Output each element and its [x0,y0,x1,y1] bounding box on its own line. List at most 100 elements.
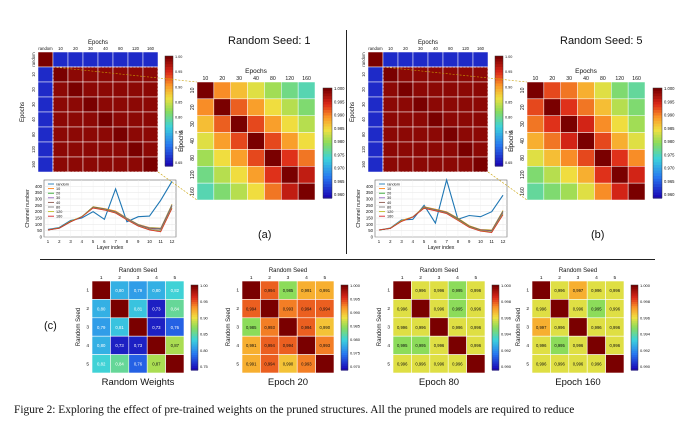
heatmap-cell-label: 0,996 [573,306,584,311]
heatmap-cell [67,51,84,68]
heatmap-caption: Random Weights [102,377,175,388]
colorbar-segment [653,121,662,125]
heatmap-cell-label: 0,994 [264,362,275,367]
colorbar-segment [492,357,499,360]
legend-label: 160 [56,215,62,219]
heatmap-cell [412,126,429,143]
heatmap-cell [128,317,148,337]
colorbar-segment [495,122,503,126]
heatmap-cell [560,182,578,201]
colorbar-segment [165,155,173,159]
colorbar-segment [341,365,348,369]
y-tick-label: 100 [366,222,374,227]
heatmap-cell [196,182,215,201]
colorbar-tick-label: 0.996 [640,315,651,320]
heatmap-cell [196,132,215,150]
colorbar-segment [191,342,198,346]
heatmap-cell-label: 0,990 [320,325,331,330]
colorbar-segment [492,329,499,333]
heatmap-cell [577,115,595,133]
heatmap-cell [142,96,159,113]
y-axis-title: Random Seed [226,308,232,346]
y-axis-title: Random Seed [377,308,383,346]
x-tick-label: 4 [412,239,415,244]
colorbar-segment [341,355,348,358]
heatmap-cell [627,98,646,116]
heatmap-cell [466,354,486,374]
heatmap-cell [37,141,54,158]
colorbar-segment [495,86,503,90]
heatmap-cell [367,66,384,83]
colorbar-segment [495,56,503,60]
heatmap-cell [442,51,459,68]
heatmap-cell [427,141,444,158]
colorbar-tick-label: 0.980 [334,139,345,144]
heatmap-cell-label: 0,84 [171,306,180,311]
x-tick-label: 3 [69,239,72,244]
y-tick-label: 30 [520,121,526,127]
legend-label: random [387,182,400,186]
x-tick-label: 9 [137,239,140,244]
colorbar-tick-label: 0.994 [640,332,651,337]
y-tick-label: 2 [236,306,239,312]
colorbar-segment [492,306,499,309]
heatmap-cell [577,166,595,184]
heatmap-cell [37,156,54,173]
heatmap-cell [367,141,384,158]
heatmap-cell [611,98,629,116]
colorbar-tick-label: 0.90 [175,85,182,89]
colorbar-segment [495,64,503,68]
heatmap-cell [315,354,335,374]
heatmap-cell [196,166,215,184]
heatmap-cell-label: 0,996 [591,325,602,330]
colorbar-segment [492,353,499,356]
heatmap-cell-label: 0,995 [415,343,426,348]
colorbar-tick-label: 0.80 [200,348,209,353]
heatmap-caption: Epoch 20 [268,377,308,388]
colorbar-segment [191,331,198,335]
heatmap-cell [627,81,646,100]
heatmap-cell-label: 0,81 [134,306,143,311]
colorbar-segment [631,340,638,343]
y-axis-title: Channel number [356,189,362,228]
colorbar-segment [495,89,503,93]
y-tick-label: 160 [190,187,196,196]
colorbar-segment [191,350,198,354]
colorbar-segment [492,310,499,314]
colorbar-segment [492,367,499,371]
colorbar-frame [164,55,174,167]
colorbar-segment [653,156,662,161]
x-tick-label: 3 [287,275,290,281]
heatmap-cell-label: 0,991 [301,288,312,293]
colorbar-segment [653,99,662,103]
x-tick-label: 5 [323,275,326,281]
y-axis-title: Epochs [178,129,185,151]
heatmap-cell [447,335,467,355]
x-tick-label: 30 [236,76,242,82]
colorbar-segment [653,159,662,163]
x-tick-label: 9 [468,239,471,244]
colorbar-segment [341,348,348,352]
heatmap-cell-label: 0,73 [152,306,161,311]
y-tick-label: 3 [236,325,239,331]
colorbar-segment [323,121,332,125]
colorbar-segment [165,83,173,87]
heatmap-cell-label: 0,996 [536,306,547,311]
heatmap-cell-label: 0,996 [554,288,565,293]
legend-label: 120 [56,210,62,214]
colorbar-tick-label: 0.965 [664,179,675,184]
y-tick-label: 5 [387,361,390,367]
colorbar-segment [495,97,503,101]
colorbar-segment [492,333,499,337]
colorbar-segment [653,107,662,111]
x-tick-label: 6 [434,239,437,244]
heatmap-cell [412,156,429,173]
colorbar-segment [631,346,638,350]
colorbar-segment [492,342,499,346]
heatmap-cell [97,141,114,158]
heatmap-cell [67,126,84,143]
y-tick-label: 100 [35,222,43,227]
colorbar-segment [191,293,198,297]
heatmap-cell [196,81,215,100]
x-tick-label: 30 [88,46,93,51]
